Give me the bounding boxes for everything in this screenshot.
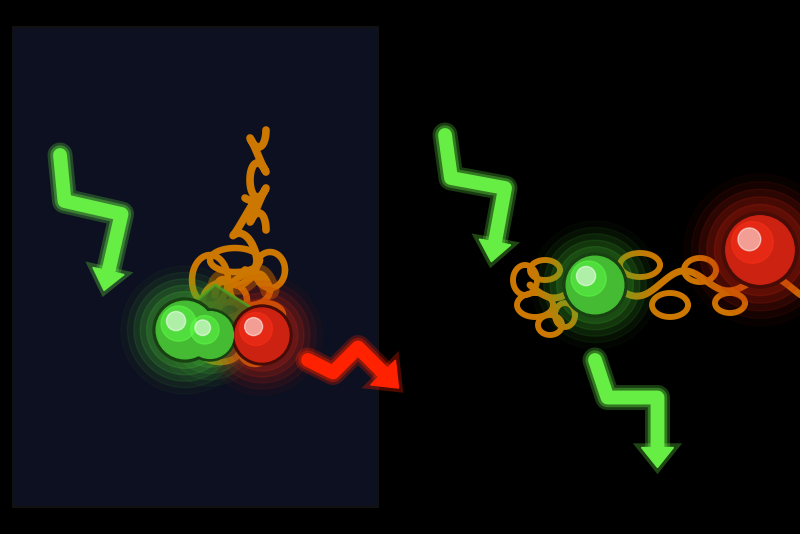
Circle shape <box>557 247 634 324</box>
Circle shape <box>232 305 292 365</box>
Bar <box>13 27 378 507</box>
Polygon shape <box>479 239 510 262</box>
Circle shape <box>699 189 800 311</box>
Polygon shape <box>175 285 255 355</box>
Circle shape <box>544 234 646 336</box>
Polygon shape <box>370 360 398 388</box>
Polygon shape <box>93 268 124 290</box>
Circle shape <box>691 182 800 318</box>
Circle shape <box>566 256 624 314</box>
Circle shape <box>550 240 640 330</box>
Circle shape <box>245 318 262 335</box>
Circle shape <box>190 316 219 344</box>
Circle shape <box>156 301 214 359</box>
Polygon shape <box>479 239 510 262</box>
Circle shape <box>235 308 289 362</box>
Polygon shape <box>642 447 674 467</box>
Circle shape <box>134 279 236 381</box>
Circle shape <box>731 222 774 263</box>
Circle shape <box>153 298 217 362</box>
Circle shape <box>161 306 196 341</box>
Circle shape <box>166 290 254 380</box>
Circle shape <box>714 205 800 296</box>
Circle shape <box>208 281 316 389</box>
Circle shape <box>184 309 236 361</box>
Polygon shape <box>642 447 674 467</box>
Circle shape <box>140 285 230 375</box>
Circle shape <box>127 272 242 388</box>
Circle shape <box>146 292 223 368</box>
Circle shape <box>726 216 794 284</box>
Circle shape <box>239 312 273 345</box>
Circle shape <box>722 212 798 288</box>
Circle shape <box>220 293 304 377</box>
Polygon shape <box>93 268 124 290</box>
Circle shape <box>571 261 606 296</box>
Circle shape <box>226 299 298 371</box>
Circle shape <box>178 303 242 367</box>
Circle shape <box>166 311 186 331</box>
Circle shape <box>738 228 761 251</box>
Circle shape <box>171 296 249 373</box>
Circle shape <box>538 227 653 343</box>
Circle shape <box>195 320 210 335</box>
Polygon shape <box>370 360 398 388</box>
Circle shape <box>707 197 800 303</box>
Circle shape <box>214 287 310 383</box>
Circle shape <box>186 312 234 358</box>
Circle shape <box>563 253 627 317</box>
Circle shape <box>577 266 596 286</box>
